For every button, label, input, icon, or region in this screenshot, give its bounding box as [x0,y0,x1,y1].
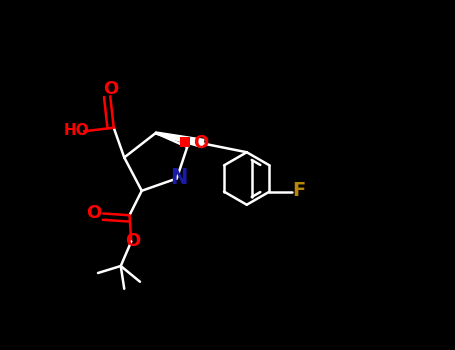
Text: HO: HO [63,123,89,138]
Polygon shape [156,132,204,148]
Text: O: O [194,134,209,153]
Text: F: F [293,181,306,201]
Text: O: O [103,79,119,98]
Text: O: O [86,204,101,222]
Text: O: O [125,232,140,251]
Text: N: N [170,168,187,189]
